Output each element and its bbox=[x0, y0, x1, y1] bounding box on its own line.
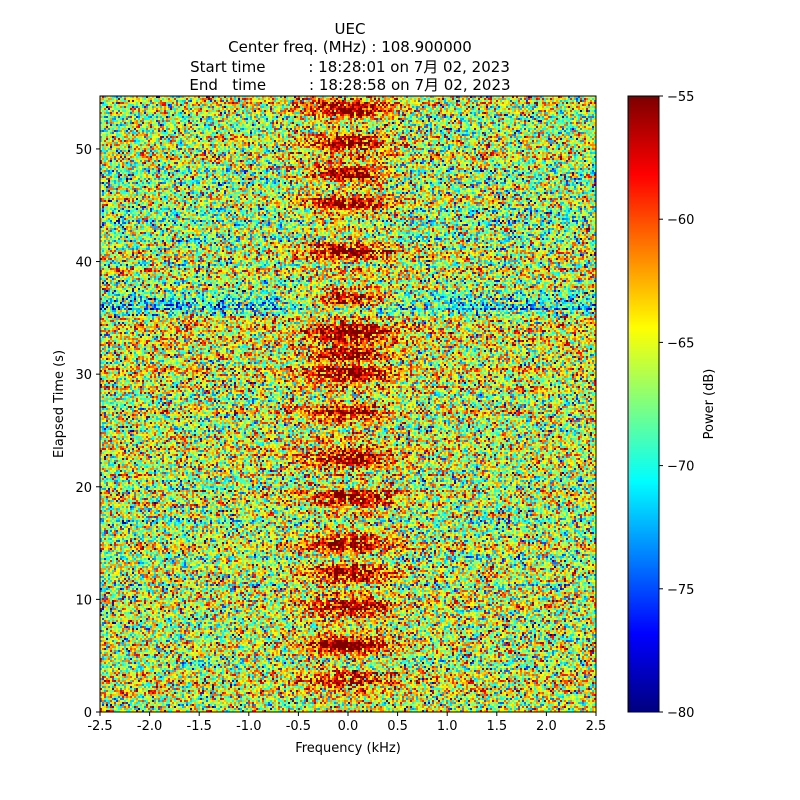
y-tick-label: 0 bbox=[84, 706, 92, 721]
colorbar-tick-label: −75 bbox=[667, 583, 694, 598]
x-tick-label: 1.5 bbox=[486, 719, 507, 734]
title-line-2: Center freq. (MHz) : 108.900000 bbox=[228, 38, 472, 56]
x-tick-label: 1.0 bbox=[437, 719, 458, 734]
colorbar-gradient bbox=[628, 96, 659, 712]
x-tick-label: -1.5 bbox=[187, 719, 212, 734]
title-line-1: UEC bbox=[334, 20, 366, 38]
colorbar-tick-label: −80 bbox=[667, 706, 694, 721]
x-tick-label: -2.5 bbox=[87, 719, 112, 734]
x-tick-label: 0.5 bbox=[387, 719, 408, 734]
x-tick-label: -2.0 bbox=[137, 719, 162, 734]
colorbar-label: Power (dB) bbox=[702, 369, 717, 440]
x-tick-label: 2.0 bbox=[536, 719, 557, 734]
y-tick-label: 50 bbox=[75, 143, 92, 158]
colorbar-tick-label: −60 bbox=[667, 213, 694, 228]
y-tick-label: 20 bbox=[75, 481, 92, 496]
y-tick-label: 10 bbox=[75, 593, 92, 608]
plot-frame bbox=[99, 95, 597, 713]
x-tick-label: 0.0 bbox=[338, 719, 359, 734]
y-tick-label: 40 bbox=[75, 256, 92, 271]
title-line-3: Start time : 18:28:01 on 7月 02, 2023 bbox=[190, 58, 510, 76]
title-line-4: End time : 18:28:58 on 7月 02, 2023 bbox=[189, 76, 511, 94]
y-axis-label: Elapsed Time (s) bbox=[52, 350, 67, 458]
colorbar-tick-label: −55 bbox=[667, 90, 694, 105]
colorbar-tick-label: −70 bbox=[667, 460, 694, 475]
colorbar-frame bbox=[627, 95, 660, 713]
colorbar-tick-label: −65 bbox=[667, 336, 694, 351]
x-tick-label: -1.0 bbox=[236, 719, 261, 734]
spectrogram-heatmap bbox=[100, 96, 596, 712]
x-axis-label: Frequency (kHz) bbox=[295, 741, 401, 756]
x-tick-label: 2.5 bbox=[586, 719, 607, 734]
y-tick-label: 30 bbox=[75, 368, 92, 383]
x-tick-label: -0.5 bbox=[286, 719, 311, 734]
